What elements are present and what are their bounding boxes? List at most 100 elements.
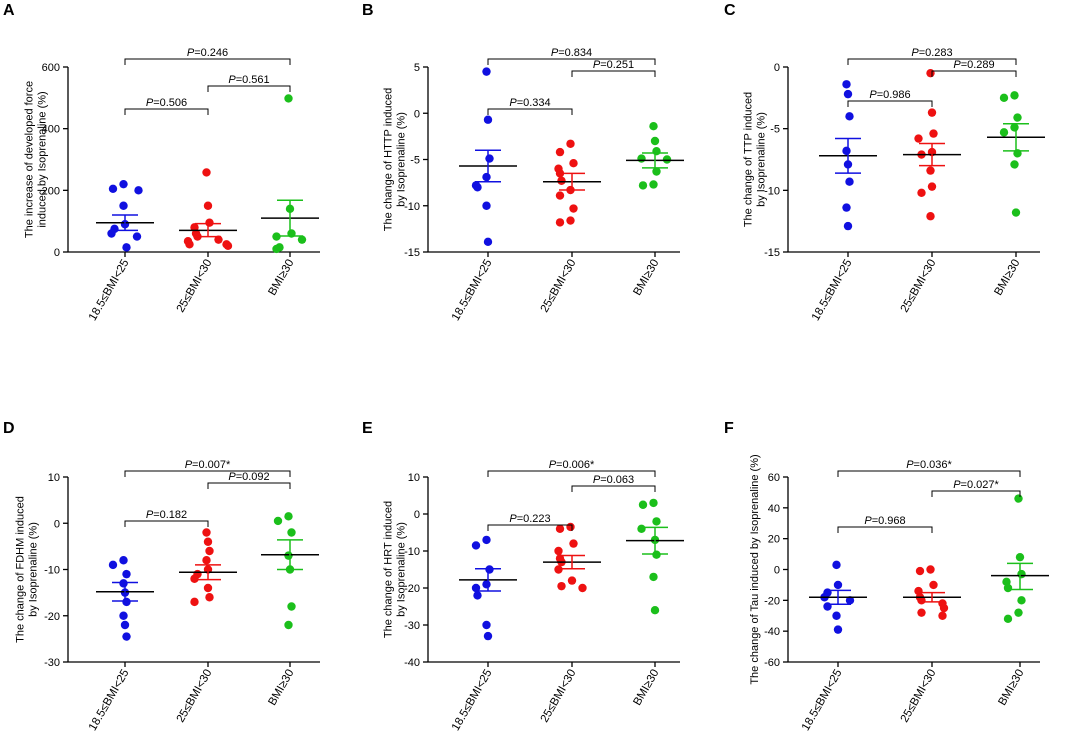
panel-d-data-point [190,574,199,583]
panel-e-p-symbol: P [593,474,601,486]
panel-e-data-point [482,620,491,630]
panel-a-data-point [223,241,233,251]
panel-b-data-point [566,139,575,148]
panel-e-data-point [566,522,575,532]
panel-a-p-number: =0.246 [194,47,228,59]
panel-e-data-point [652,517,661,526]
panel-b-p-value: P=0.251 [593,59,634,71]
panel-d-y-tick-label: -30 [44,657,60,669]
panel-c-data-point [926,212,935,221]
panel-b-p-symbol: P [593,59,601,71]
panel-b-y-axis-label: The change of HTTP inducedby Isoprenalin… [383,88,408,232]
panel-d-y-axis-label-line: by Isoprenaline (%) [28,522,40,617]
panel-e-y-axis-label-line: by Isoprenaline (%) [396,522,408,617]
panel-c-p-value: P=0.289 [953,59,994,71]
panel-e-data-point [578,583,587,593]
panel-c-letter: C [724,2,736,19]
panel-a-y-axis-label-line: The increase of developed force [24,81,36,238]
panel-f-p-value: P=0.968 [864,515,905,527]
panel-c-y-axis-label-line: The change of TTP induced [743,92,755,227]
panel-e-comparison-bracket [487,524,573,531]
panel-d-category-label: 18.5≤BMI<25 [87,668,132,733]
panel-d-category-label: 25≤BMI<30 [175,668,215,725]
panel-e-data-point [638,500,648,509]
panel-b-p-number: =0.251 [600,59,634,71]
panel-c-p-symbol: P [911,47,919,59]
panel-a-data-point [122,243,131,252]
panel-c-comparison-bracket [847,58,1017,65]
panel-e-category-label: 18.5≤BMI<25 [450,668,495,733]
panel-d-data-point [119,556,128,565]
panel-a-data-point [119,201,128,210]
panel-d-data-point [273,516,283,526]
panel-a-data-point [205,218,214,227]
panel-f-data-point [915,566,925,576]
panel-b-data-point [652,167,661,176]
panel-e-p-value: P=0.063 [593,474,634,486]
panel-d-data-point [287,528,296,537]
panel-d-data-point [120,620,130,630]
panel-b-letter: B [362,2,374,19]
panel-c-data-point [927,108,937,117]
panel-e-comparison-bracket [571,485,656,492]
panel-d-data-point [122,597,131,607]
panel-b-p-symbol: P [551,47,559,59]
panel-d-y-tick-label: 10 [48,472,60,484]
panel-b-comparison-bracket [487,108,573,115]
panel-d-p-number: =0.092 [236,471,270,483]
panel-d-p-value: P=0.007* [185,459,231,471]
panel-d-letter: D [3,420,15,437]
panel-e-data-point [555,524,565,533]
panel-b-category-label: 25≤BMI<30 [539,258,579,315]
panel-a-data-point [107,229,116,238]
panel-f-data-point [938,611,947,620]
panel-e-y-tick-label: 10 [408,472,420,484]
panel-b-y-tick-label: -15 [404,247,420,259]
panel-e-p-symbol: P [509,513,517,525]
panel-a-p-value: P=0.561 [228,74,269,86]
panel-d-data-point [108,560,118,570]
panel-b-comparison-bracket [571,70,656,77]
panel-d-data-point [284,551,293,560]
panel-d-data-point [284,620,293,630]
panel-b-data-point [482,172,491,182]
panel-e-y-axis-label-line: The change of HRT induced [383,501,395,638]
panel-e-category-label: BMI≥30 [631,668,661,708]
panel-f-data-point [1003,583,1013,593]
panel-b-data-point [482,67,491,76]
panel-f-data-point [1014,494,1023,503]
panel-e-y-tick-label: -30 [404,620,420,632]
panel-f-y-axis-label-line: The change of Tau induced by Isoprenalin… [749,454,761,684]
panel-f-category-label: BMI≥30 [996,668,1026,708]
panel-e-data-point [649,498,658,508]
panel-e-data-point [637,524,646,533]
panel-b-y-tick-label: -10 [404,201,420,213]
panel-f-p-value: P=0.027* [953,479,999,491]
panel-a-data-point [272,244,281,254]
panel-c-data-point [843,221,853,231]
panel-d-y-tick-label: -10 [44,565,60,577]
panel-c-y-tick-label: -15 [764,247,780,259]
panel-c-p-number: =0.289 [961,59,995,71]
panel-c-comparison-bracket [847,100,933,107]
panel-f-data-point [832,560,841,570]
panel-d-p-number: =0.182 [153,509,187,521]
panel-d-data-point [203,583,213,593]
panel-c-plot: -15 -10 -5 0 The change of TTP inducedby Iso… [743,47,1045,323]
panel-f-data-point [939,603,949,613]
panel-c-data-point [999,93,1009,103]
panel-e: E -40 -30 -20 -10 0 10 The change of HRT induc… [362,420,684,733]
panel-b-data-point [649,122,658,131]
panel-c-p-symbol: P [869,89,877,101]
panel-b-p-symbol: P [509,97,517,109]
panel-d-comparison-bracket [124,520,209,527]
panel-b-data-point [652,146,661,156]
panel-d-data-point [119,579,128,588]
panel-c-data-point [1010,160,1019,169]
panel-f-data-point [1014,608,1023,617]
panel-c-data-point [845,112,854,121]
panel-c-data-point [927,182,937,191]
panel-f-comparison-bracket [931,490,1021,497]
panel-d-p-number: =0.007* [192,459,231,471]
panel-a-data-point [297,235,307,244]
